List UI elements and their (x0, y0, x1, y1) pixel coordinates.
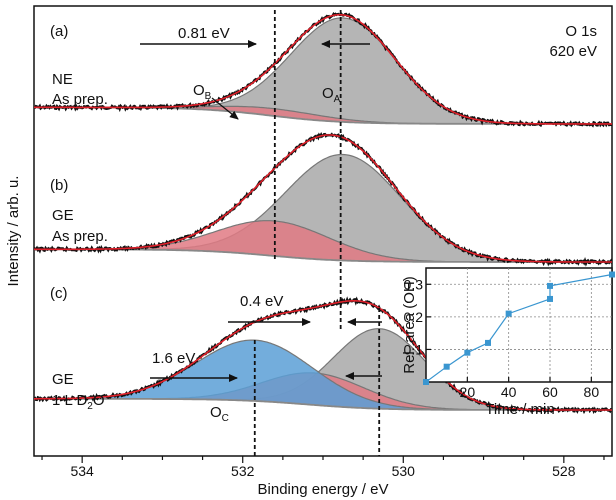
annotation-16ev: 1.6 eV (152, 350, 195, 367)
dashed-reference-lines (253, 10, 381, 456)
annotation-081ev: 0.81 eV (178, 25, 230, 42)
x-tick-label: 532 (231, 463, 255, 479)
fit-envelope-b (34, 134, 612, 263)
inset-data-point (609, 271, 615, 278)
fit-envelope-c (34, 300, 612, 411)
x-tick-label: 534 (70, 463, 94, 479)
inset-x-tick-label: 60 (542, 384, 558, 400)
component-label-ob: OB (193, 82, 212, 102)
spectrum-panel-c (34, 296, 612, 415)
inset-frame (425, 267, 613, 383)
inset-x-axis-label: Time / min (485, 401, 554, 418)
inset-ticks: 0.1 0.2 0.3 20 40 60 80 (404, 276, 600, 400)
inset-x-tick-label: 80 (584, 384, 600, 400)
sample-label-c1: GE (52, 371, 74, 388)
inset-data-point (443, 363, 450, 370)
sample-label-b2: As prep. (52, 228, 108, 245)
sample-label-b1: GE (52, 207, 74, 224)
panel-label-c: (c) (50, 285, 68, 302)
inset-chart: 0.1 0.2 0.3 20 40 60 80 Rel. area (OH) Time / … (401, 267, 615, 418)
inset-grid (426, 268, 612, 382)
inset-y-tick-label: 0.2 (404, 309, 424, 325)
annotation-04ev: 0.4 eV (240, 293, 283, 310)
inset-y-tick-label: 0.3 (404, 276, 424, 292)
spectrum-panel-b (34, 132, 612, 267)
inset-x-tick-label: 20 (460, 384, 476, 400)
corner-label-line1: O 1s (565, 23, 597, 40)
sample-label-c2: 1 L D2O (52, 392, 105, 412)
inset-series (423, 271, 615, 385)
corner-label-line2: 620 eV (549, 43, 597, 60)
inset-data-point (423, 379, 429, 385)
y-axis-label: Intensity / arb. u. (5, 176, 22, 287)
x-tick-label: 530 (392, 463, 416, 479)
component-label-oc: OC (210, 404, 229, 424)
x-axis-label: Binding energy / eV (258, 481, 389, 498)
panel-label-b: (b) (50, 177, 68, 194)
sample-label-a1: NE (52, 71, 73, 88)
inset-data-point (547, 295, 553, 302)
inset-data-point (464, 349, 471, 356)
inset-data-point (485, 339, 491, 346)
spectrum-panel-a (34, 12, 612, 128)
inset-y-axis-label: Rel. area (OH) (401, 276, 418, 374)
x-axis-ticks: 534 532 530 528 (41, 456, 605, 479)
component-label-oa: OA (322, 85, 341, 105)
ob-pointer-arrow (211, 97, 239, 120)
inset-data-point (547, 282, 553, 289)
inset-x-tick-label: 40 (501, 384, 517, 400)
inset-y-tick-label: 0.1 (404, 341, 424, 357)
inset-data-point (505, 310, 512, 317)
x-tick-label: 528 (552, 463, 576, 479)
spectra-panels (34, 12, 612, 415)
panel-label-a: (a) (50, 23, 68, 40)
fit-envelope-a (34, 13, 612, 125)
sample-label-a2: As prep. (52, 91, 108, 108)
